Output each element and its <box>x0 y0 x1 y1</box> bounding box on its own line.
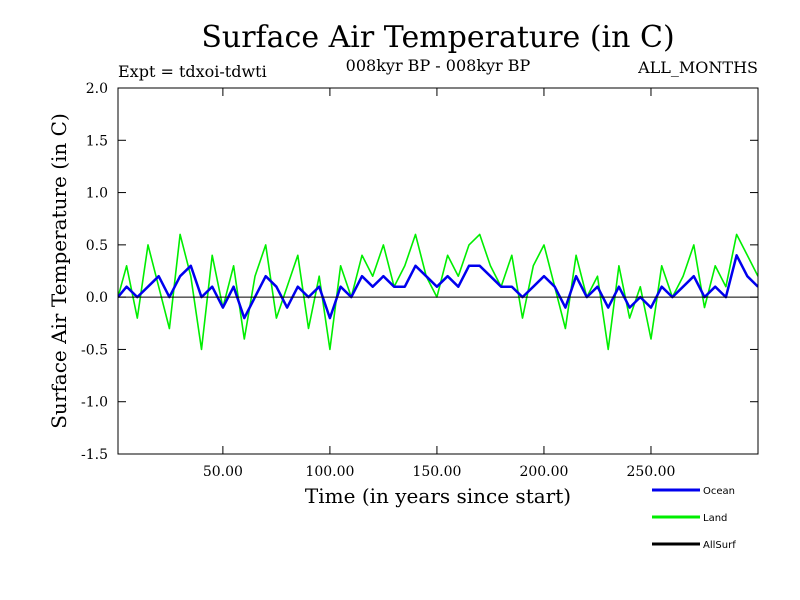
x-tick-label: 150.00 <box>412 464 461 480</box>
period-label: 008kyr BP - 008kyr BP <box>346 56 531 75</box>
months-label: ALL_MONTHS <box>637 58 758 77</box>
x-axis-label: Time (in years since start) <box>305 484 571 508</box>
y-tick-label: -1.5 <box>81 447 108 463</box>
x-tick-label: 100.00 <box>305 464 354 480</box>
chart-title: Surface Air Temperature (in C) <box>201 20 674 55</box>
x-tick-label: 250.00 <box>626 464 675 480</box>
series-line-ocean <box>118 254 758 320</box>
y-tick-label: 0.0 <box>86 290 108 306</box>
y-tick-label: 1.5 <box>86 133 108 149</box>
legend-label-allsurf: AllSurf <box>703 540 736 551</box>
y-tick-label: -0.5 <box>81 342 108 358</box>
y-tick-label: 1.0 <box>86 186 108 202</box>
y-tick-label: -1.0 <box>81 395 108 411</box>
x-tick-label: 200.00 <box>519 464 568 480</box>
plot-frame <box>117 87 759 455</box>
y-tick-label: 0.5 <box>86 238 108 254</box>
series-layer <box>118 233 758 351</box>
plot-area: 50.00 100.00 150.00 200.00 250.00 -1.5 -1.0 -0.… <box>81 81 759 480</box>
y-tick-label: 2.0 <box>86 81 108 97</box>
legend-label-land: Land <box>703 513 727 524</box>
expt-label: Expt = tdxoi-tdwti <box>118 62 267 81</box>
legend: Ocean Land AllSurf <box>652 486 736 551</box>
ticks-layer: 50.00 100.00 150.00 200.00 250.00 -1.5 -1.0 -0.… <box>81 81 758 480</box>
legend-label-ocean: Ocean <box>703 486 735 497</box>
y-axis-label: Surface Air Temperature (in C) <box>47 113 71 429</box>
x-tick-label: 50.00 <box>203 464 243 480</box>
